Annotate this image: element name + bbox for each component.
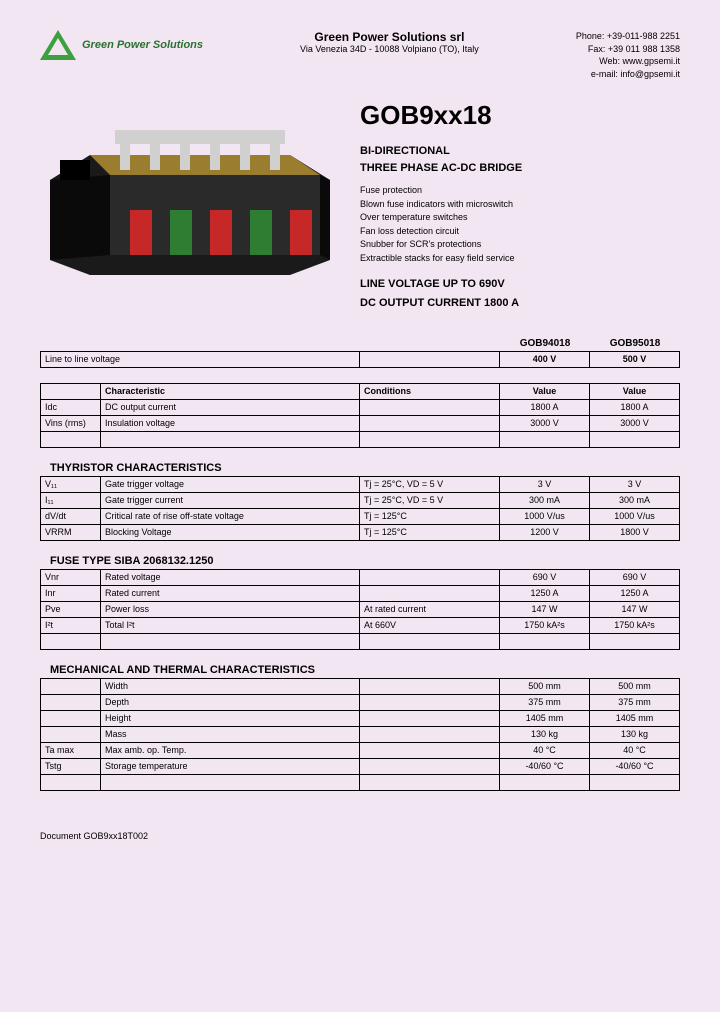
fax: Fax: +39 011 988 1358 — [576, 43, 680, 56]
table-row: Width500 mm500 mm — [41, 678, 680, 694]
table-row: Mass130 kg130 kg — [41, 726, 680, 742]
feature: Extractible stacks for easy field servic… — [360, 252, 680, 266]
web: Web: www.gpsemi.it — [576, 55, 680, 68]
th-val2: Value — [590, 383, 680, 399]
voltage-table: Line to line voltage 400 V 500 V — [40, 351, 680, 368]
table-row: Depth375 mm375 mm — [41, 694, 680, 710]
table-row: TstgStorage temperature-40/60 °C-40/60 °… — [41, 758, 680, 774]
table-header: Characteristic Conditions Value Value — [41, 383, 680, 399]
logo-text: Green Power Solutions — [82, 39, 203, 51]
table-row: IdcDC output current1800 A1800 A — [41, 399, 680, 415]
company-info: Green Power Solutions srl Via Venezia 34… — [213, 30, 566, 54]
company-address: Via Venezia 34D - 10088 Volpiano (TO), I… — [213, 44, 566, 54]
table-row: I₁₁Gate trigger currentTj = 25°C, VD = 5… — [41, 492, 680, 508]
feature: Fan loss detection circuit — [360, 225, 680, 239]
table-row: Vins (rms)Insulation voltage3000 V3000 V — [41, 415, 680, 431]
voltage-v1: 400 V — [500, 351, 590, 367]
mech-table: Width500 mm500 mm Depth375 mm375 mm Heig… — [40, 678, 680, 791]
product-details: GOB9xx18 BI-DIRECTIONAL THREE PHASE AC-D… — [340, 100, 680, 312]
table-row: VnrRated voltage690 V690 V — [41, 569, 680, 585]
table-row — [41, 431, 680, 447]
device-illustration — [40, 100, 340, 290]
spec2: DC OUTPUT CURRENT 1800 A — [360, 294, 680, 313]
feature: Blown fuse indicators with microswitch — [360, 198, 680, 212]
doc-footer: Document GOB9xx18T002 — [40, 831, 680, 841]
page: Green Power Solutions Green Power Soluti… — [0, 0, 720, 871]
feature-list: Fuse protection Blown fuse indicators wi… — [360, 184, 680, 265]
th-char: Characteristic — [101, 383, 360, 399]
model2: GOB95018 — [590, 338, 680, 349]
product-image — [40, 100, 340, 290]
model1: GOB94018 — [500, 338, 590, 349]
table-row: VRRMBlocking VoltageTj = 125°C1200 V1800… — [41, 524, 680, 540]
voltage-label: Line to line voltage — [41, 351, 360, 367]
table-row: PvePower lossAt rated current147 W147 W — [41, 601, 680, 617]
header: Green Power Solutions Green Power Soluti… — [40, 30, 680, 80]
th-val1: Value — [500, 383, 590, 399]
table-row — [41, 774, 680, 790]
spec1: LINE VOLTAGE UP TO 690V — [360, 275, 680, 294]
voltage-v2: 500 V — [590, 351, 680, 367]
feature: Snubber for SCR's protections — [360, 238, 680, 252]
characteristics-table: Characteristic Conditions Value Value Id… — [40, 383, 680, 448]
thyristor-table: V₁₁Gate trigger voltageTj = 25°C, VD = 5… — [40, 476, 680, 541]
fuse-title: FUSE TYPE SIBA 2068132.1250 — [50, 555, 680, 567]
th-cond: Conditions — [360, 383, 500, 399]
feature: Over temperature switches — [360, 211, 680, 225]
fuse-table: VnrRated voltage690 V690 V InrRated curr… — [40, 569, 680, 650]
sub1: BI-DIRECTIONAL — [360, 143, 680, 160]
product-title: GOB9xx18 — [360, 100, 680, 131]
email: e-mail: info@gpsemi.it — [576, 68, 680, 81]
table-row: Ta maxMax amb. op. Temp.40 °C40 °C — [41, 742, 680, 758]
model-header: GOB94018 GOB95018 — [40, 338, 680, 349]
table-row: dV/dtCritical rate of rise off-state vol… — [41, 508, 680, 524]
table-row: Height1405 mm1405 mm — [41, 710, 680, 726]
sub2: THREE PHASE AC-DC BRIDGE — [360, 160, 680, 177]
company-name: Green Power Solutions srl — [213, 30, 566, 44]
product-section: GOB9xx18 BI-DIRECTIONAL THREE PHASE AC-D… — [40, 100, 680, 312]
logo-icon — [40, 30, 76, 60]
table-row: I²tTotal I²tAt 660V1750 kA²s1750 kA²s — [41, 617, 680, 633]
feature: Fuse protection — [360, 184, 680, 198]
table-row: Line to line voltage 400 V 500 V — [41, 351, 680, 367]
logo-area: Green Power Solutions — [40, 30, 203, 60]
table-row — [41, 633, 680, 649]
table-row: V₁₁Gate trigger voltageTj = 25°C, VD = 5… — [41, 476, 680, 492]
thyristor-title: THYRISTOR CHARACTERISTICS — [50, 462, 680, 474]
contact-info: Phone: +39-011-988 2251 Fax: +39 011 988… — [576, 30, 680, 80]
table-row: InrRated current1250 A1250 A — [41, 585, 680, 601]
mech-title: MECHANICAL AND THERMAL CHARACTERISTICS — [50, 664, 680, 676]
product-subtitle: BI-DIRECTIONAL THREE PHASE AC-DC BRIDGE — [360, 143, 680, 176]
phone: Phone: +39-011-988 2251 — [576, 30, 680, 43]
